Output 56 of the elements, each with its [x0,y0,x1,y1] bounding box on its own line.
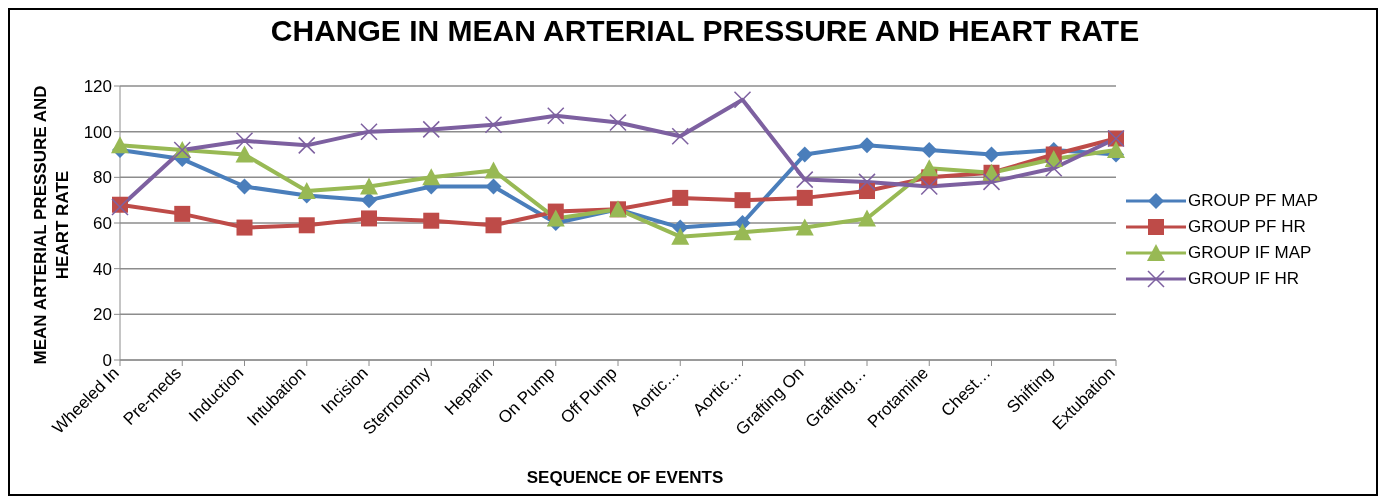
point [236,178,253,195]
point [422,120,440,139]
y-axis-title: MEAN ARTERIAL PRESSURE AND HEART RATE [30,84,73,367]
point [983,146,1000,163]
point [298,136,316,155]
point [859,137,875,154]
legend-label: GROUP PF HR [1188,217,1306,237]
point [671,127,689,145]
y-tick-label: 20 [93,305,112,325]
point [858,209,876,227]
y-tick-label: 60 [93,214,112,234]
y-tick-label: 100 [83,122,112,142]
point [920,159,939,177]
point [422,168,441,186]
legend-label: GROUP PF MAP [1188,191,1319,211]
point [361,192,377,209]
point [360,177,378,195]
point [1107,140,1125,158]
y-tick-label: 40 [93,259,112,279]
point [982,173,1001,191]
point [734,192,751,209]
point [485,178,502,195]
point [485,217,502,234]
point [796,146,813,163]
legend-label: GROUP IF MAP [1188,243,1312,263]
point [235,145,254,163]
point [235,132,254,150]
y-tick-label: 80 [93,168,112,188]
point [297,182,316,200]
x-axis-title: SEQUENCE OF EVENTS [525,468,725,488]
point [236,219,253,236]
point [360,122,378,141]
point [609,113,627,132]
point [298,217,315,234]
chart-title: CHANGE IN MEAN ARTERIAL PRESSURE AND HEART RATE [269,14,1141,48]
legend-label: GROUP IF HR [1188,269,1300,289]
point [1045,159,1063,177]
point [671,227,690,245]
point [546,209,565,227]
y-tick-label: 0 [102,351,112,371]
point [484,161,503,179]
point [423,212,440,229]
point [796,170,814,189]
point [361,210,377,227]
point [547,106,565,125]
point [733,223,752,241]
point [921,141,938,158]
point [484,116,503,134]
y-tick-label: 120 [83,77,112,97]
point [795,218,814,236]
point [858,173,876,191]
point [920,177,938,196]
point [796,189,813,206]
point [672,189,689,206]
point [174,205,191,222]
point [111,136,129,154]
